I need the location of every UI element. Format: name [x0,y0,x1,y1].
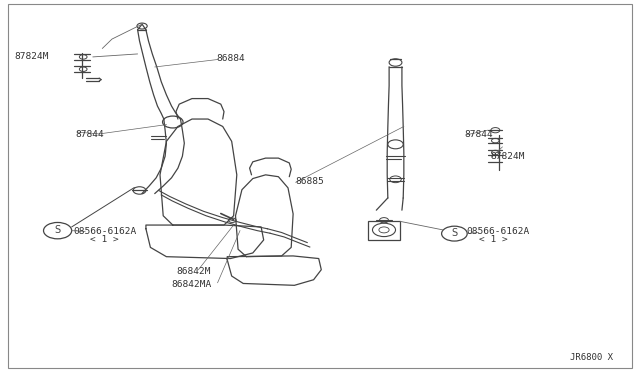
Text: 86885: 86885 [296,177,324,186]
Text: < 1 >: < 1 > [479,235,508,244]
Text: JR6800 X: JR6800 X [570,353,613,362]
Text: 08566-6162A: 08566-6162A [466,227,529,236]
Text: < 1 >: < 1 > [90,235,118,244]
Text: 87824M: 87824M [14,52,49,61]
Text: 87824M: 87824M [490,153,525,161]
Text: S: S [54,225,61,235]
Text: S: S [451,228,458,238]
Text: 86842M: 86842M [176,267,211,276]
Text: 87844: 87844 [76,130,104,139]
Bar [368,221,400,240]
Text: 08566-6162A: 08566-6162A [73,227,136,236]
Text: 86884: 86884 [216,54,245,63]
Text: 87844: 87844 [465,130,493,139]
Text: 86842MA: 86842MA [172,280,212,289]
